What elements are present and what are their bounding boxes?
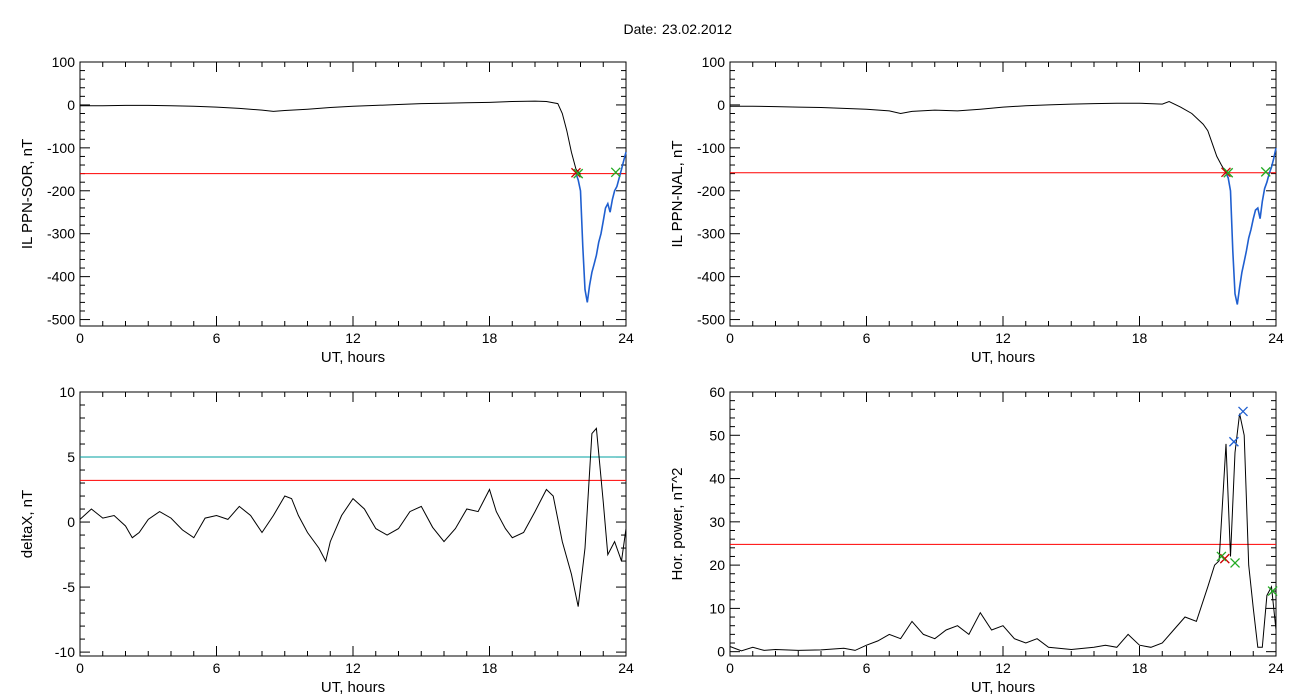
marker-stroke [1223,167,1234,178]
y-tick-label: 0 [717,644,725,660]
y-tick-label: 100 [52,54,76,70]
y-tick-label: 40 [709,471,725,487]
x-tick-label: 12 [995,660,1011,676]
x-axis-label: UT, hours [971,349,1035,366]
marker-green [610,167,621,178]
marker-stroke [1220,167,1231,178]
marker-stroke [610,167,621,178]
y-tick-label: -300 [47,226,75,242]
plot-frame [729,61,1277,327]
y-tick-label: -200 [697,183,725,199]
x-axis-label: UT, hours [971,679,1035,696]
series-line-trace [80,100,581,175]
y-tick-label: 5 [67,449,75,465]
marker-stroke [1267,586,1278,597]
x-tick-label: 6 [213,330,221,346]
series-line-trace [730,100,1227,174]
y-tick-label: -400 [697,269,725,285]
date-label: Date: [624,21,657,37]
panel-sor: 0 6 12 18 24 100 0 -100 -200 -300 -400 -500 UT, hour… [19,54,634,366]
marker-stroke [1230,557,1241,568]
marker-green [1216,551,1227,562]
marker-stroke [1228,436,1239,447]
marker-red [1220,167,1231,178]
x-tick-label: 24 [1268,660,1284,676]
y-tick-label: 10 [59,384,75,400]
y-axis-label: Hor. power, nT^2 [669,468,686,581]
x-tick-label: 18 [482,660,498,676]
y-tick-label: 0 [67,97,75,113]
y-tick-label: 30 [709,514,725,530]
date-value: 23.02.2012 [662,21,732,37]
plot-frame [729,391,1277,657]
y-tick-label: 20 [709,557,725,573]
y-tick-label: -500 [47,312,75,328]
y-tick-label: 0 [67,514,75,530]
x-tick-label: 18 [482,330,498,346]
marker-green [1267,586,1278,597]
y-tick-label: 10 [709,600,725,616]
y-tick-label: -100 [47,140,75,156]
marker-red [570,167,581,178]
panel-power: 0 6 12 18 24 60 50 40 30 20 10 0 UT, hours Hor. power… [669,384,1284,696]
series-line-trace [79,427,627,607]
x-tick-label: 12 [345,330,361,346]
series-line-highlight [1225,147,1277,305]
marker-green [1260,166,1271,177]
x-tick-label: 18 [1132,660,1148,676]
x-tick-label: 0 [726,660,734,676]
x-axis-label: UT, hours [321,349,385,366]
marker-stroke [1219,553,1230,564]
marker-stroke [1216,551,1227,562]
marker-green [1230,557,1241,568]
marker-blue [1228,436,1239,447]
x-tick-label: 6 [863,660,871,676]
y-axis-label: IL PPN-NAL, nT [669,141,686,248]
series-line-highlight [575,151,627,303]
x-tick-label: 0 [76,660,84,676]
y-axis-label: deltaX, nT [19,490,36,558]
y-tick-label: 60 [709,384,725,400]
x-tick-label: 18 [1132,330,1148,346]
y-tick-label: -100 [697,140,725,156]
series-line-trace [729,413,1277,652]
y-tick-label: -400 [47,269,75,285]
x-tick-label: 0 [726,330,734,346]
marker-stroke [570,167,581,178]
y-axis-label: IL PPN-SOR, nT [19,139,36,249]
x-axis-label: UT, hours [321,679,385,696]
panel-nal: 0 6 12 18 24 100 0 -100 -200 -300 -400 -500 UT, hour… [669,54,1284,366]
x-tick-label: 12 [345,660,361,676]
x-tick-label: 24 [618,330,634,346]
marker-blue [1238,406,1248,417]
y-tick-label: -300 [697,226,725,242]
plot-frame [79,391,627,657]
marker-stroke [573,168,584,179]
x-tick-label: 24 [618,660,634,676]
y-tick-label: 50 [709,427,725,443]
y-tick-label: -500 [697,312,725,328]
marker-stroke [1260,166,1271,177]
y-tick-label: 0 [717,97,725,113]
x-tick-label: 0 [76,330,84,346]
marker-stroke [1238,406,1248,417]
y-tick-label: -200 [47,183,75,199]
y-tick-label: -10 [55,644,75,660]
x-tick-label: 12 [995,330,1011,346]
marker-green [573,168,584,179]
y-tick-label: 100 [702,54,726,70]
x-tick-label: 24 [1268,330,1284,346]
marker-green [1223,167,1234,178]
x-tick-label: 6 [213,660,221,676]
panel-deltax: 0 6 12 18 24 10 5 0 -5 -10 UT, hours deltaX, nT [19,384,634,696]
y-tick-label: -5 [63,579,76,595]
x-tick-label: 6 [863,330,871,346]
